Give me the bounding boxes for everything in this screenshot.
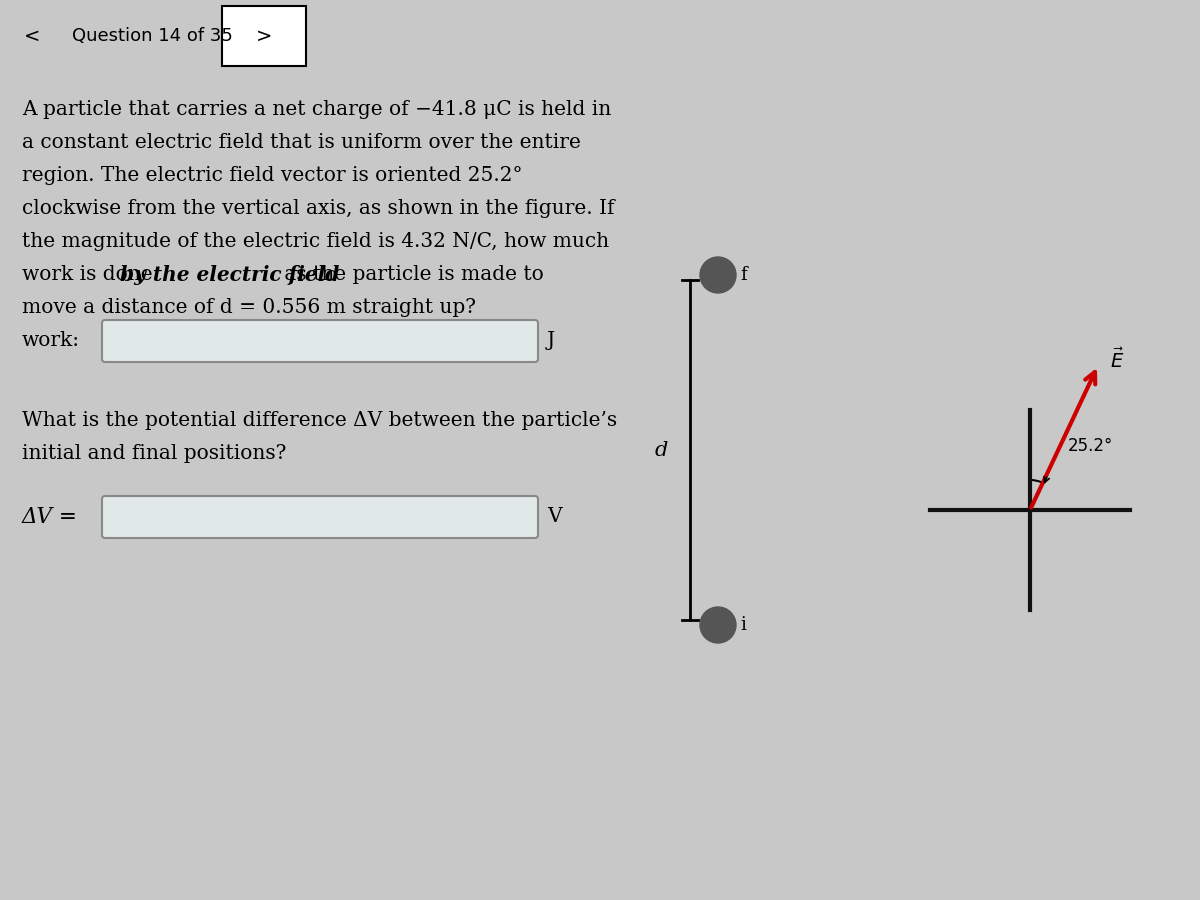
Circle shape — [700, 607, 736, 643]
Text: as the particle is made to: as the particle is made to — [278, 265, 544, 284]
Text: d: d — [655, 440, 668, 460]
Text: move a distance of d = 0.556 m straight up?: move a distance of d = 0.556 m straight … — [22, 298, 476, 317]
FancyBboxPatch shape — [222, 6, 306, 66]
Text: <: < — [24, 26, 41, 46]
Text: Question 14 of 35: Question 14 of 35 — [72, 27, 233, 45]
Text: work:: work: — [22, 331, 80, 350]
Text: A particle that carries a net charge of −41.8 μC is held in: A particle that carries a net charge of … — [22, 100, 611, 119]
Text: the magnitude of the electric field is 4.32 N/C, how much: the magnitude of the electric field is 4… — [22, 232, 610, 251]
Text: initial and final positions?: initial and final positions? — [22, 444, 287, 463]
Text: region. The electric field vector is oriented 25.2°: region. The electric field vector is ori… — [22, 166, 522, 185]
Text: 25.2°: 25.2° — [1068, 437, 1114, 455]
Text: ΔV =: ΔV = — [22, 506, 78, 528]
Text: J: J — [547, 331, 556, 350]
FancyBboxPatch shape — [102, 496, 538, 538]
Text: What is the potential difference ΔV between the particle’s: What is the potential difference ΔV betw… — [22, 411, 617, 430]
Circle shape — [700, 257, 736, 293]
Text: by the electric field: by the electric field — [120, 265, 340, 285]
Text: V: V — [547, 508, 562, 526]
Text: clockwise from the vertical axis, as shown in the figure. If: clockwise from the vertical axis, as sho… — [22, 199, 614, 218]
Text: a constant electric field that is uniform over the entire: a constant electric field that is unifor… — [22, 133, 581, 152]
FancyBboxPatch shape — [102, 320, 538, 362]
Text: f: f — [740, 266, 746, 284]
Text: $\vec{E}$: $\vec{E}$ — [1110, 348, 1124, 373]
Text: work is done: work is done — [22, 265, 158, 284]
Text: i: i — [740, 616, 746, 634]
Text: >: > — [256, 26, 272, 46]
